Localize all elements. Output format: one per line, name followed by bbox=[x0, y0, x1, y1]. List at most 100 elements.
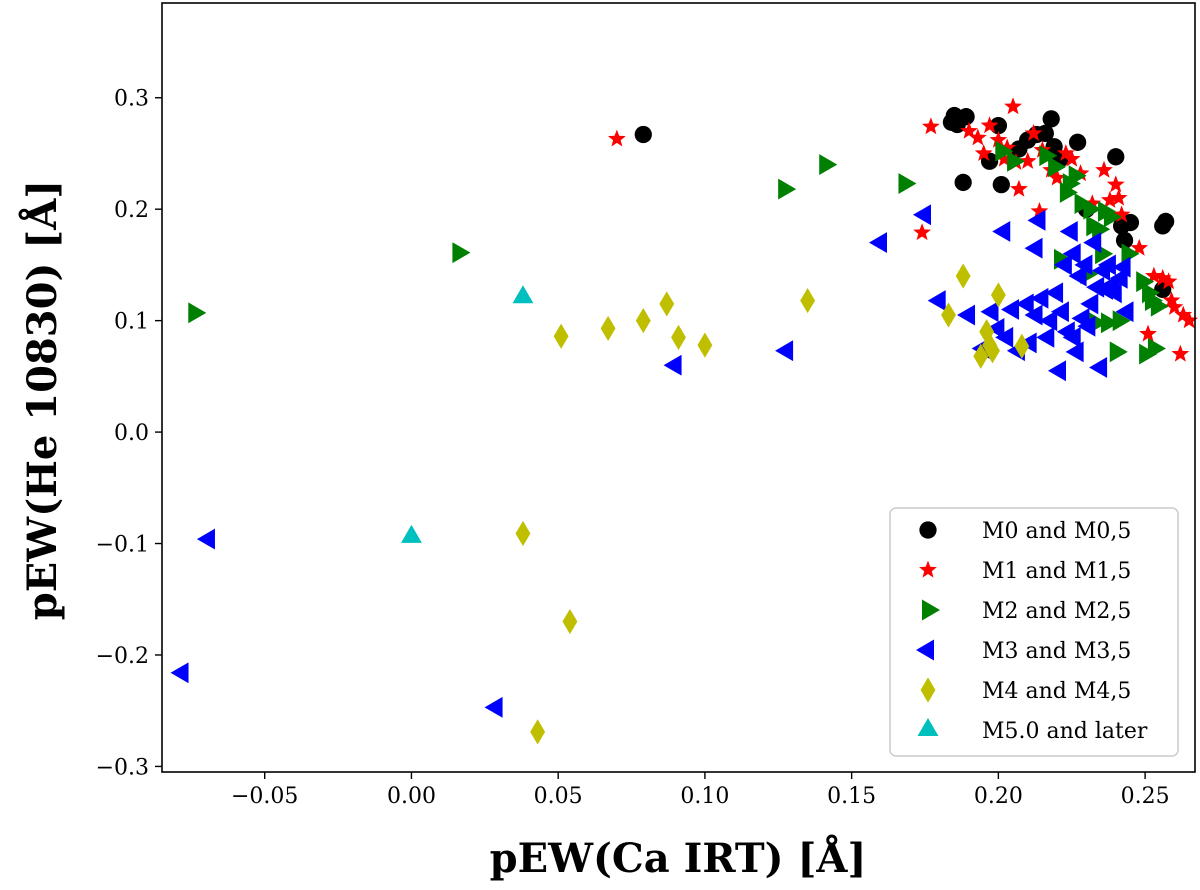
data-point-series-1-22 bbox=[1083, 194, 1102, 212]
data-point-series-3-29 bbox=[1059, 221, 1078, 242]
data-point-series-0-23 bbox=[1157, 212, 1175, 231]
data-point-series-3-18 bbox=[1024, 237, 1043, 259]
data-point-series-1-29 bbox=[1139, 324, 1157, 342]
data-point-series-2-15 bbox=[1083, 198, 1102, 220]
data-point-series-3-36 bbox=[1077, 315, 1096, 337]
data-point-series-4-5 bbox=[635, 308, 651, 334]
data-point-series-2-7 bbox=[1039, 145, 1058, 167]
legend-marker-0 bbox=[919, 521, 937, 539]
data-point-series-3-47 bbox=[1112, 256, 1131, 278]
data-point-series-0-20 bbox=[1115, 231, 1134, 250]
data-point-series-3-14 bbox=[1001, 299, 1020, 320]
data-point-series-2-6 bbox=[1007, 150, 1026, 172]
data-point-series-2-0 bbox=[188, 302, 207, 324]
data-point-series-4-2 bbox=[530, 719, 546, 745]
data-point-series-0-0 bbox=[634, 125, 652, 144]
legend-entry-1: M1 and M1,5 bbox=[982, 559, 1131, 584]
data-point-series-4-4 bbox=[600, 315, 616, 342]
data-point-series-3-11 bbox=[986, 317, 1005, 339]
data-point-series-1-30 bbox=[1145, 266, 1163, 284]
data-point-series-3-31 bbox=[1062, 326, 1081, 348]
data-point-series-1-18 bbox=[1048, 168, 1066, 186]
legend-entry-5: M5.0 and later bbox=[982, 719, 1148, 744]
data-point-series-3-7 bbox=[927, 290, 946, 312]
data-point-series-0-8 bbox=[992, 176, 1010, 194]
legend-marker-2 bbox=[922, 599, 940, 621]
data-point-series-2-1 bbox=[452, 242, 471, 264]
data-point-series-3-6 bbox=[913, 204, 932, 226]
data-point-series-3-37 bbox=[1080, 293, 1099, 315]
data-point-series-3-45 bbox=[1103, 282, 1122, 304]
data-point-series-3-17 bbox=[1018, 332, 1037, 354]
legend-entry-0: M0 and M0,5 bbox=[982, 519, 1131, 544]
data-point-series-1-6 bbox=[980, 116, 999, 134]
data-point-series-4-1 bbox=[562, 608, 578, 635]
y-axis: −0.3 −0.2 −0.1 0.0 0.1 0.2 0.3 bbox=[96, 87, 162, 780]
data-point-series-1-24 bbox=[1100, 190, 1119, 208]
data-point-series-4-13 bbox=[979, 319, 995, 345]
data-point-series-3-32 bbox=[1065, 341, 1084, 363]
legend-entry-4: M4 and M4,5 bbox=[982, 679, 1131, 704]
y-axis-label: pEW(He 10830) [Å] bbox=[19, 180, 66, 620]
x-tick-label: 0.20 bbox=[974, 784, 1023, 809]
data-point-series-0-16 bbox=[1068, 133, 1087, 151]
data-point-series-1-4 bbox=[968, 128, 987, 146]
x-tick-label: 0.10 bbox=[680, 784, 729, 809]
data-point-series-3-27 bbox=[1053, 254, 1072, 276]
data-point-series-3-8 bbox=[957, 304, 976, 326]
data-point-series-0-12 bbox=[1036, 124, 1054, 143]
data-point-series-1-37 bbox=[1180, 311, 1199, 329]
data-point-series-3-4 bbox=[775, 340, 794, 362]
data-point-series-0-18 bbox=[1107, 148, 1125, 166]
data-point-series-3-19 bbox=[1024, 304, 1043, 326]
data-point-series-0-21 bbox=[1121, 213, 1140, 232]
data-point-series-4-15 bbox=[985, 338, 1000, 364]
data-point-series-3-30 bbox=[1062, 243, 1081, 265]
data-point-series-3-2 bbox=[484, 696, 503, 718]
data-point-series-1-34 bbox=[1165, 297, 1184, 315]
data-point-series-1-28 bbox=[1130, 238, 1149, 256]
y-tick-label: −0.2 bbox=[96, 644, 149, 669]
legend-box bbox=[889, 507, 1179, 757]
data-point-series-1-13 bbox=[1018, 151, 1037, 169]
data-point-series-1-27 bbox=[1112, 205, 1131, 223]
data-point-series-3-5 bbox=[868, 232, 887, 254]
data-point-series-3-12 bbox=[992, 221, 1011, 242]
data-point-series-2-25 bbox=[1121, 243, 1140, 265]
data-point-series-2-24 bbox=[1112, 310, 1131, 332]
data-point-series-1-33 bbox=[1162, 291, 1181, 309]
data-point-series-0-13 bbox=[1042, 110, 1060, 128]
data-point-series-3-24 bbox=[1045, 282, 1064, 304]
legend-entry-3: M3 and M3,5 bbox=[982, 639, 1131, 664]
data-point-series-4-0 bbox=[515, 520, 531, 547]
data-point-series-2-4 bbox=[898, 173, 917, 194]
y-tick-label: −0.3 bbox=[96, 755, 149, 780]
data-point-series-4-3 bbox=[553, 323, 569, 349]
data-point-series-2-17 bbox=[1092, 218, 1111, 240]
data-point-series-4-7 bbox=[671, 324, 686, 350]
x-tick-label: 0.15 bbox=[827, 784, 876, 809]
legend-marker-4 bbox=[920, 677, 936, 703]
data-point-series-3-40 bbox=[1089, 356, 1108, 378]
data-point-series-2-26 bbox=[1136, 271, 1155, 293]
y-tick-label: 0.1 bbox=[114, 310, 149, 335]
data-point-series-3-23 bbox=[1039, 310, 1058, 332]
legend-entry-2: M2 and M2,5 bbox=[982, 599, 1131, 624]
data-point-series-1-0 bbox=[607, 129, 626, 147]
x-tick-label: −0.05 bbox=[231, 784, 298, 809]
data-point-series-1-8 bbox=[995, 149, 1014, 167]
data-point-series-4-16 bbox=[990, 282, 1006, 308]
y-tick-label: 0.0 bbox=[114, 421, 149, 446]
data-point-series-4-8 bbox=[697, 332, 713, 358]
data-point-series-5-0 bbox=[512, 285, 534, 304]
y-tick-label: −0.1 bbox=[96, 533, 149, 558]
y-tick-label: 0.3 bbox=[114, 87, 149, 112]
data-point-series-2-22 bbox=[1100, 312, 1119, 334]
data-point-series-1-5 bbox=[974, 144, 993, 162]
data-point-series-2-8 bbox=[1048, 156, 1067, 178]
data-point-series-1-36 bbox=[1174, 305, 1193, 323]
data-point-series-1-32 bbox=[1159, 272, 1178, 290]
x-axis: −0.05 0.00 0.05 0.10 0.15 0.20 0.25 bbox=[231, 772, 1170, 809]
data-point-series-3-22 bbox=[1036, 326, 1055, 348]
